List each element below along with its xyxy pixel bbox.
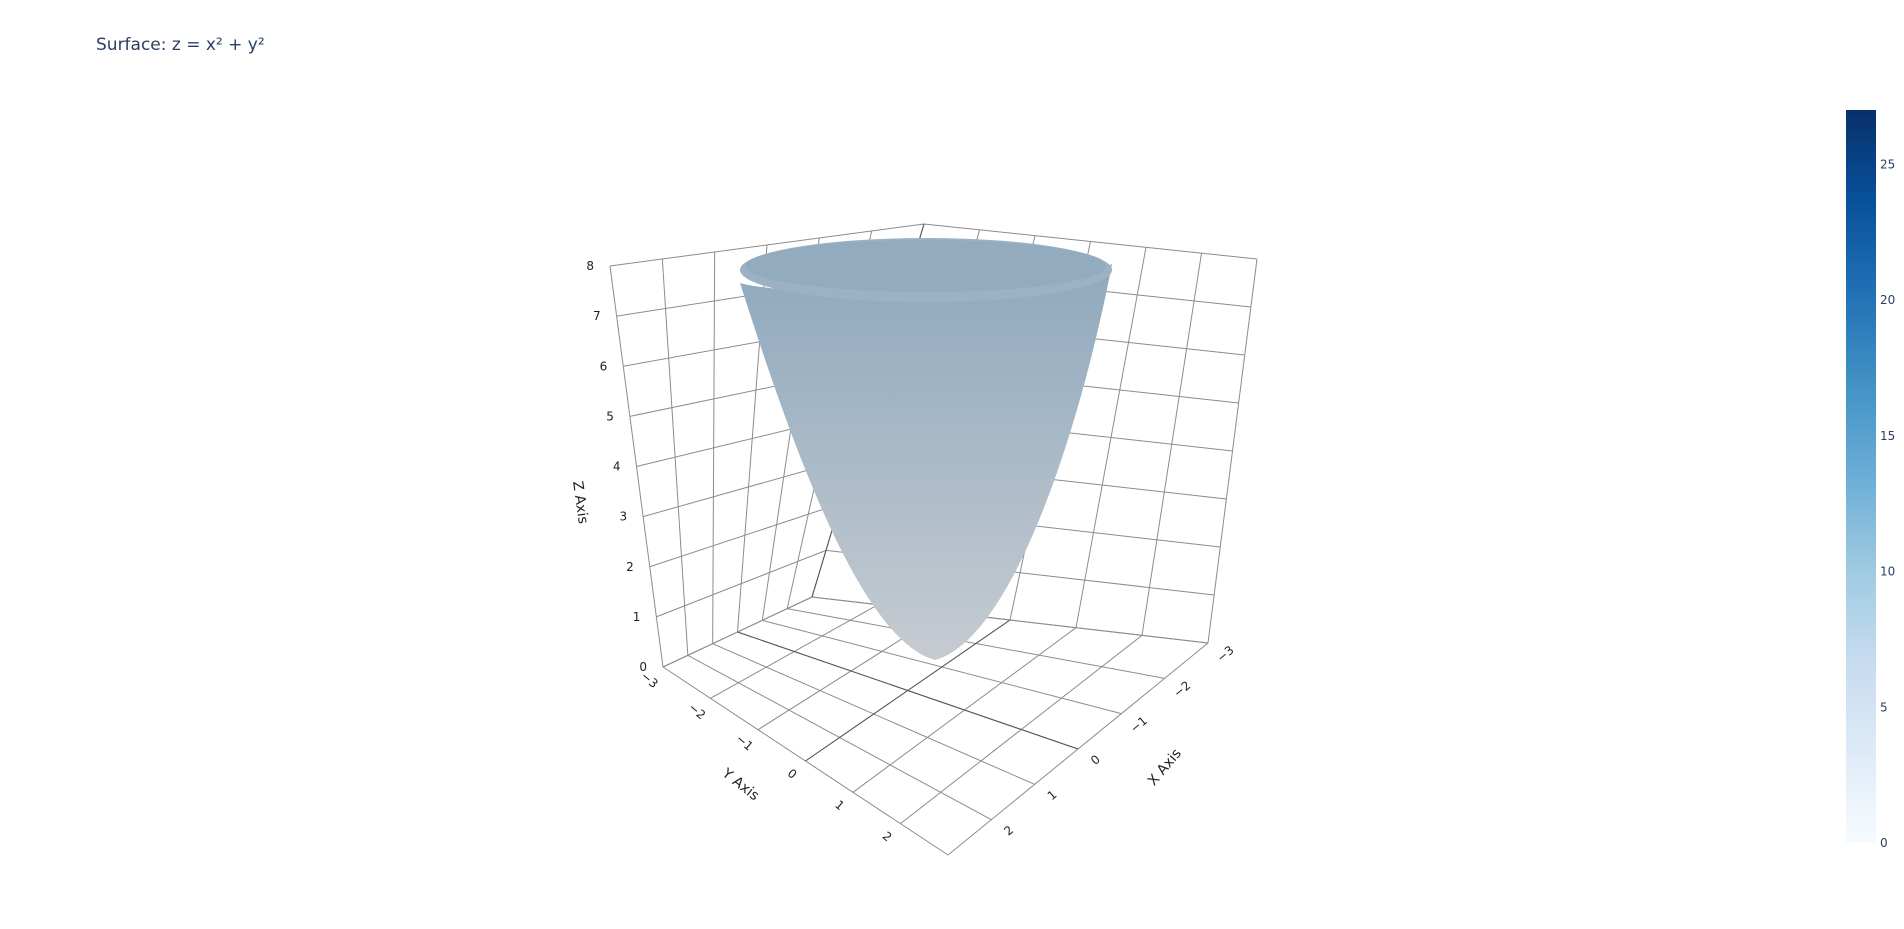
colorbar-tick-label: 5 [1880,700,1888,714]
chart-title: Surface: z = x² + y² [96,35,265,55]
right-wall-grid-line [811,596,1209,644]
colorbar-tick-label: 20 [1880,293,1895,307]
right-wall-grid-line [923,223,1258,260]
colorbar-tick-label: 15 [1880,429,1895,443]
y-tick-label: 2 [880,829,895,845]
left-wall-grid-line [662,596,813,668]
z-tick-label: 6 [600,359,608,373]
z-axis-title: Z Axis [569,480,591,525]
y-tick-label: −2 [686,700,709,722]
z-tick-label: 3 [619,510,627,524]
x-tick-label: −1 [1127,714,1150,736]
x-tick-label: −2 [1171,678,1194,700]
z-tick-label: 8 [586,259,594,273]
floor-zero-line [737,631,1079,750]
x-tick-label: 2 [1001,823,1016,839]
z-tick-label: 4 [613,460,621,474]
colorbar-tick-label: 10 [1880,565,1895,579]
z-tick-label: 1 [633,610,641,624]
left-wall-grid-line [609,223,925,267]
x-tick-label: 0 [1088,752,1103,768]
y-tick-label: −1 [733,732,756,754]
z-tick-label: 7 [593,309,601,323]
left-wall-grid-line [649,503,841,568]
z-tick-label: 5 [606,409,614,423]
left-wall-grid-line [656,549,827,618]
z-tick-label: 2 [626,560,634,574]
colorbar: 0 5 10 15 20 25 [1846,110,1895,850]
colorbar-gradient [1846,110,1876,843]
y-tick-label: 0 [785,766,800,782]
surface-body [740,264,1112,660]
y-tick-label: 1 [832,797,847,813]
z-tick-label: 0 [639,660,647,674]
x-tick-label: −3 [1214,643,1237,665]
x-axis-title: X Axis [1145,746,1185,789]
colorbar-tick-label: 0 [1880,836,1888,850]
surface-rim-inner [746,240,1106,292]
colorbar-tick-label: 25 [1880,157,1895,171]
y-axis-title: Y Axis [718,765,762,804]
surface [740,238,1112,660]
x-tick-label: 1 [1045,787,1060,803]
